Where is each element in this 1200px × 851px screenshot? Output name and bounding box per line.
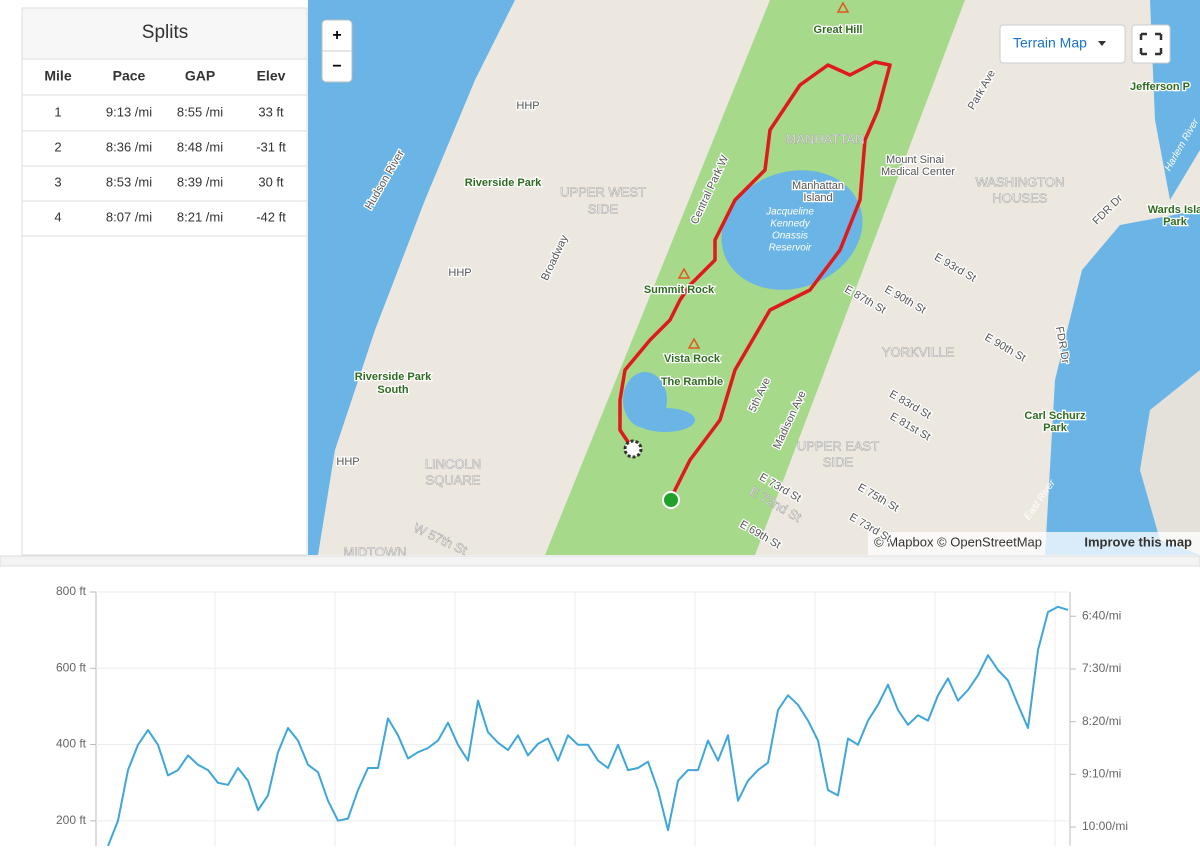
peak-icons <box>677 1 850 349</box>
island <box>1140 370 1200 555</box>
lake <box>635 408 695 432</box>
finish-marker <box>623 439 643 459</box>
split-cell: 8:39 /mi <box>177 174 223 189</box>
column-header: Mile <box>44 68 71 84</box>
fullscreen-button[interactable] <box>1131 24 1171 64</box>
y2-tick-label: 6:40/mi <box>1082 608 1121 622</box>
map-label: Park <box>1163 216 1188 228</box>
map-label: Vista Rock <box>664 353 721 365</box>
map-label: HHP <box>516 100 539 112</box>
split-cell: 8:55 /mi <box>177 104 223 119</box>
map-label: Onassis <box>772 231 808 242</box>
map-label: South <box>377 384 408 396</box>
split-cell: 8:07 /mi <box>106 209 152 224</box>
zoom-out[interactable]: − <box>332 58 341 75</box>
map-label: Kennedy <box>770 219 810 230</box>
map-label: LINCOLN <box>425 456 481 471</box>
map-label: Park <box>1043 422 1068 434</box>
splits-panel <box>21 7 308 556</box>
map-label: Island <box>803 192 832 204</box>
map-label: SQUARE <box>426 472 481 487</box>
map[interactable]: + − Terrain Map © Mapbox © OpenStreetMap… <box>308 0 1200 560</box>
fullscreen-icon <box>1139 32 1163 56</box>
column-header: Elev <box>257 68 286 84</box>
y2-tick-label: 7:30/mi <box>1082 661 1121 675</box>
map-label: Jacqueline <box>765 207 814 218</box>
map-label: Summit Rock <box>644 284 715 296</box>
splits-title: Splits <box>142 22 188 43</box>
map-label: Carl Schurz <box>1024 410 1086 422</box>
splits-header <box>21 7 308 60</box>
route <box>618 60 892 501</box>
split-cell: 8:21 /mi <box>177 209 223 224</box>
reservoir <box>721 170 863 290</box>
split-cell: 30 ft <box>258 174 284 189</box>
caret <box>1098 41 1106 46</box>
split-cell: 2 <box>54 139 61 154</box>
zoom-in[interactable]: + <box>332 27 341 44</box>
map-label: MANHATTAN <box>786 131 865 146</box>
map-label: Reservoir <box>769 243 812 254</box>
map-label: Riverside Park <box>465 177 542 189</box>
split-cell: 33 ft <box>258 104 284 119</box>
divider <box>0 555 1200 567</box>
split-cell: 4 <box>54 209 61 224</box>
map-label: UPPER EAST <box>797 438 879 453</box>
map-label: HHP <box>448 267 471 279</box>
column-header: GAP <box>185 68 215 84</box>
split-cell: 8:53 /mi <box>106 174 152 189</box>
attribution-bg <box>868 532 1200 555</box>
map-label: HHP <box>336 456 359 468</box>
pace-line <box>107 605 1069 847</box>
map-label: Great Hill <box>814 24 863 36</box>
split-cell: -42 ft <box>256 209 286 224</box>
map-label: Manhattan <box>792 180 844 192</box>
split-cell: -31 ft <box>256 139 286 154</box>
map-label: Medical Center <box>881 166 955 178</box>
start-marker <box>662 491 680 509</box>
map-label: The Ramble <box>661 376 723 388</box>
split-cell: 1 <box>54 104 61 119</box>
column-header: Pace <box>113 68 146 84</box>
map-label: UPPER WEST <box>560 184 646 199</box>
attribution: © Mapbox © OpenStreetMap <box>874 534 1042 549</box>
map-label: SIDE <box>588 201 619 216</box>
y2-tick-label: 10:00/mi <box>1082 819 1128 833</box>
map-label: YORKVILLE <box>882 344 955 359</box>
y-tick-label: 200 ft <box>56 813 87 827</box>
layer-button-label[interactable]: Terrain Map <box>1013 35 1087 51</box>
y-tick-label: 600 ft <box>56 660 87 674</box>
hudson-river <box>308 0 515 555</box>
map-label: WASHINGTON <box>976 174 1065 189</box>
split-cell: 9:13 /mi <box>106 104 152 119</box>
layer-button[interactable] <box>999 24 1126 64</box>
y2-tick-label: 9:10/mi <box>1082 767 1121 781</box>
map-label: Riverside Park <box>355 371 432 383</box>
improve-link[interactable]: Improve this map <box>1084 534 1192 549</box>
map-label: Wards Isla <box>1148 204 1200 216</box>
y-tick-label: 800 ft <box>56 584 87 598</box>
split-cell: 8:36 /mi <box>106 139 152 154</box>
split-cell: 8:48 /mi <box>177 139 223 154</box>
map-label: Jefferson P <box>1130 81 1190 93</box>
map-label: Mount Sinai <box>886 154 944 166</box>
y-tick-label: 400 ft <box>56 737 87 751</box>
y2-tick-label: 8:20/mi <box>1082 714 1121 728</box>
map-label: SIDE <box>823 454 854 469</box>
split-cell: 3 <box>54 174 61 189</box>
map-label: HOUSES <box>993 190 1048 205</box>
